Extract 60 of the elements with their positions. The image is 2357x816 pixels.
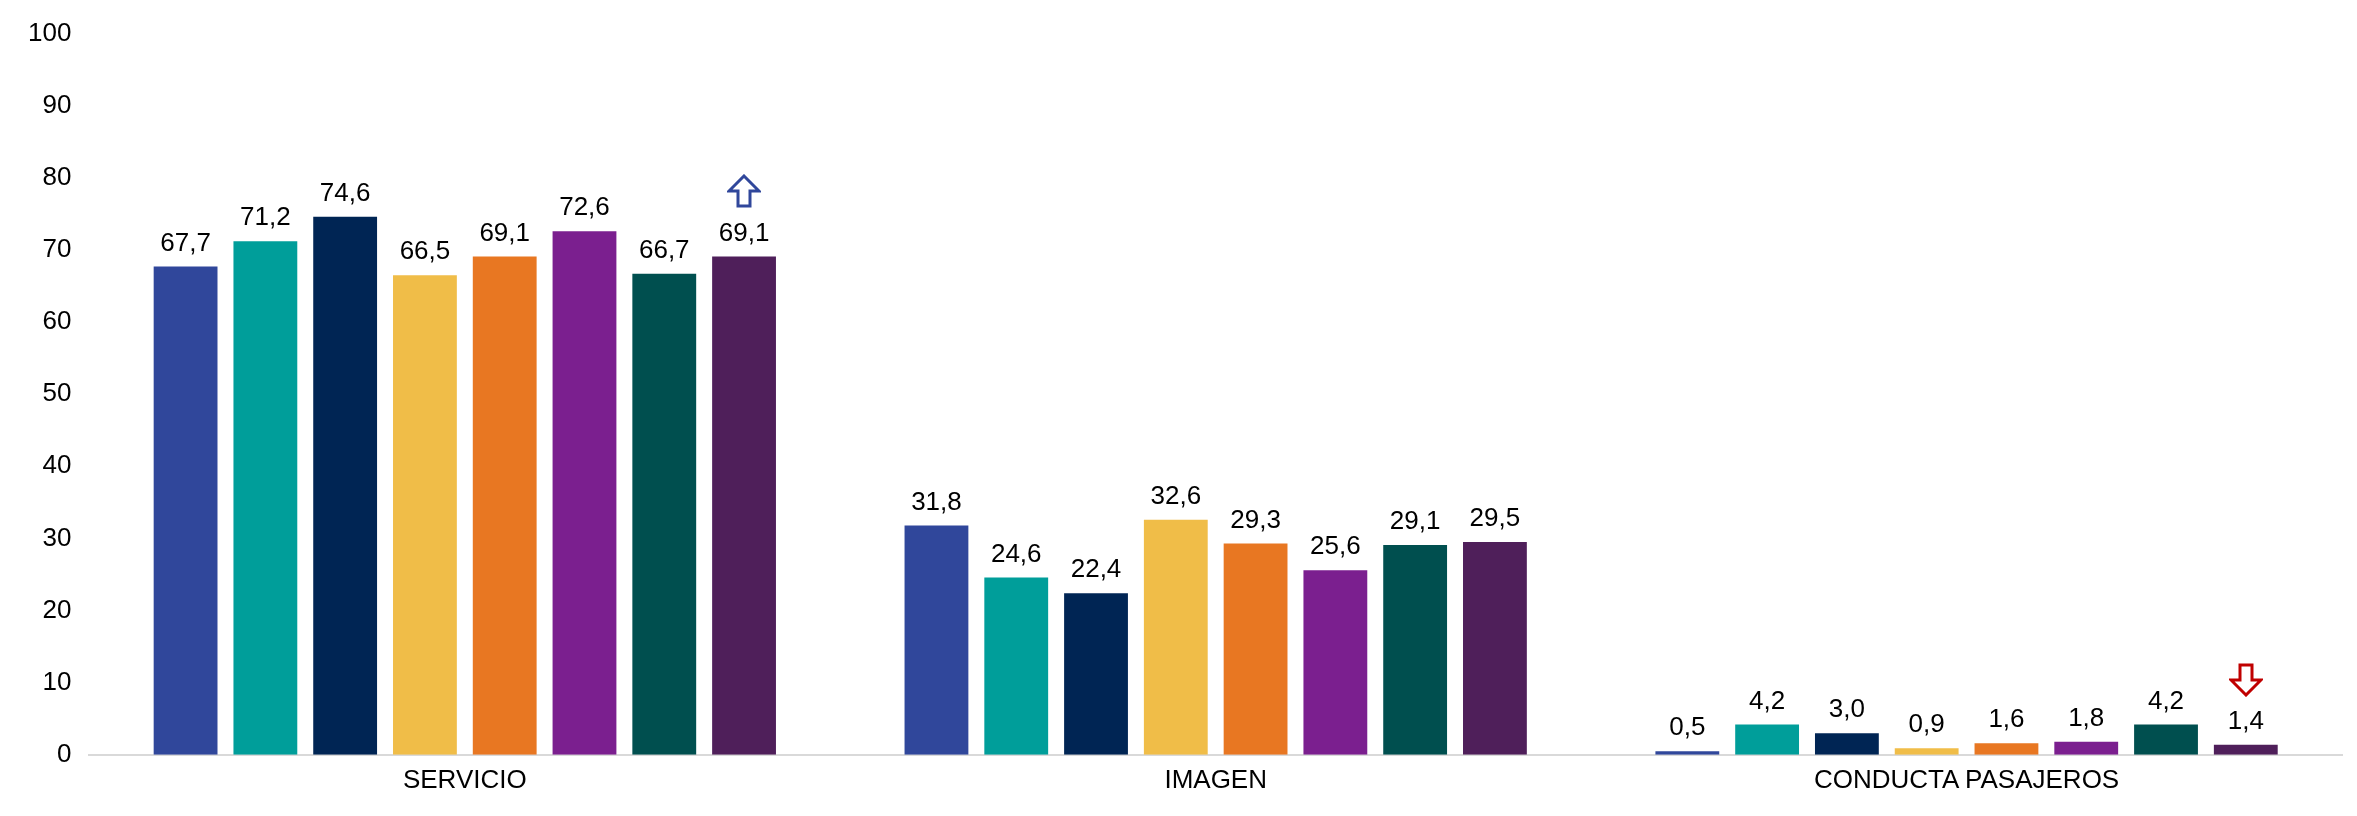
data-label: 0,9 [1908,708,1945,739]
x-tick-label: CONDUCTA PASAJEROS [1813,763,2120,794]
data-label: 1,6 [1988,703,2025,734]
data-label: 66,7 [638,233,690,264]
bar [1064,593,1128,755]
y-tick-label: 70 [42,233,72,264]
data-label: 1,8 [2068,701,2105,732]
bar [1894,748,1959,755]
data-label: 4,2 [1749,684,1786,715]
data-label: 24,6 [990,537,1042,568]
data-label: 0,5 [1669,711,1706,742]
y-tick-label: 90 [42,88,72,119]
bar [984,577,1049,755]
bar [2134,724,2198,755]
y-tick-label: 30 [42,521,72,552]
y-tick-label: 10 [42,665,72,696]
y-tick-label: 50 [42,377,72,408]
bar [632,273,697,755]
data-label: 69,1 [718,216,770,247]
y-tick-label: 80 [42,161,72,192]
data-label: 32,6 [1150,479,1202,510]
y-tick-label: 40 [42,449,72,480]
bar [393,275,457,755]
bar [1303,570,1368,755]
data-label: 72,6 [559,191,610,222]
bar [1383,544,1448,755]
data-label: 67,7 [160,226,211,257]
y-tick-label: 60 [42,305,72,336]
bar [1814,733,1879,755]
bar [233,241,298,755]
bar [472,256,537,755]
bar [153,266,218,755]
bar [1223,543,1288,755]
data-label: 66,5 [399,235,451,266]
data-label: 71,2 [240,201,291,232]
data-label: 74,6 [319,176,371,207]
data-label: 3,0 [1828,693,1865,724]
y-tick-label: 100 [27,16,72,47]
bar [712,256,776,755]
bar [1463,542,1527,755]
x-tick-label: SERVICIO [402,763,527,794]
bar [904,525,969,755]
bar [552,231,617,755]
data-label: 25,6 [1310,530,1361,561]
data-label: 22,4 [1070,553,1122,584]
bar [1974,743,2039,755]
bar [2054,741,2119,755]
bar [313,216,378,755]
bar [1735,724,1800,755]
data-label: 29,5 [1469,502,1521,533]
data-label: 29,1 [1389,505,1441,536]
y-tick-label: 20 [42,593,72,624]
x-tick-label: IMAGEN [1164,763,1267,794]
y-tick-label: 0 [56,737,72,768]
bar [1143,519,1208,755]
data-label: 4,2 [2147,684,2185,715]
data-label: 1,4 [2227,704,2264,735]
data-label: 29,3 [1230,503,1281,534]
data-label: 31,8 [911,485,962,516]
data-label: 69,1 [479,216,531,247]
